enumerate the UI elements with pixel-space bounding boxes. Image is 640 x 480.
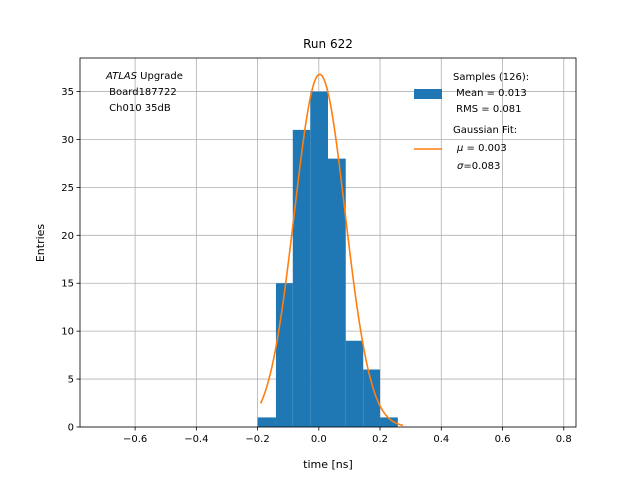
histogram-bar: [328, 158, 346, 428]
y-tick-label: 30: [61, 135, 74, 146]
legend-fit-sigma: σ=0.083: [457, 161, 500, 172]
y-tick-label: 10: [61, 327, 74, 338]
y-tick-label: 0: [68, 423, 74, 434]
legend-sigma-symbol: σ: [457, 161, 464, 172]
x-tick-label: 0.2: [372, 434, 388, 445]
y-tick-label: 20: [61, 231, 74, 242]
y-tick-label: 5: [68, 375, 74, 386]
x-tick-label: 0.4: [433, 434, 449, 445]
annotation-line-2: Board187722: [106, 87, 177, 98]
gaussian-fit: [259, 73, 404, 427]
x-tick-label: 0.6: [495, 434, 511, 445]
atlas-annotation: ATLAS Upgrade Board187722 Ch010 35dB: [105, 71, 183, 114]
x-axis-ticks: −0.6 −0.4 −0.2 0.0 0.2 0.4 0.6 0.8: [123, 427, 572, 445]
histogram-bar: [380, 417, 398, 427]
chart-title: Run 622: [303, 37, 353, 51]
annotation-line-1: ATLAS Upgrade: [105, 71, 183, 82]
legend-fit-mu: μ = 0.003: [456, 143, 507, 154]
x-tick-label: 0.0: [311, 434, 327, 445]
legend-samples-rms: RMS = 0.081: [453, 104, 521, 115]
annotation-atlas: ATLAS: [105, 71, 138, 82]
annotation-line-3: Ch010 35dB: [106, 103, 171, 114]
y-tick-label: 15: [61, 279, 74, 290]
y-tick-label: 35: [61, 87, 74, 98]
legend-samples-swatch: [414, 89, 442, 99]
plot-frame: [79, 57, 577, 428]
x-tick-label: −0.2: [245, 434, 269, 445]
x-axis-label: time [ns]: [303, 458, 353, 471]
annotation-upgrade: Upgrade: [137, 71, 183, 82]
gaussian-fit-curve: [259, 73, 404, 427]
legend-fit-title: Gaussian Fit:: [453, 125, 517, 136]
y-axis-ticks: 0 5 10 15 20 25 30 35: [61, 87, 80, 434]
histogram-bar: [275, 283, 293, 427]
histogram-bar: [310, 91, 328, 427]
y-tick-label: 25: [61, 183, 74, 194]
legend-mu-value: = 0.003: [463, 143, 506, 154]
legend-samples-mean: Mean = 0.013: [453, 88, 527, 99]
x-tick-label: −0.4: [184, 434, 208, 445]
histogram-bar: [363, 369, 381, 427]
legend-samples-title: Samples (126):: [453, 72, 529, 83]
histogram-bars: [257, 91, 398, 428]
histogram-bar: [292, 129, 311, 427]
histogram-bar: [257, 417, 276, 427]
x-tick-label: 0.8: [556, 434, 572, 445]
histogram-bar: [345, 340, 364, 427]
legend-mu-symbol: μ: [456, 143, 463, 154]
legend: Samples (126): Mean = 0.013 RMS = 0.081 …: [414, 72, 529, 172]
legend-sigma-value: =0.083: [463, 161, 500, 172]
x-tick-label: −0.6: [123, 434, 147, 445]
y-axis-label: Entries: [34, 224, 47, 263]
